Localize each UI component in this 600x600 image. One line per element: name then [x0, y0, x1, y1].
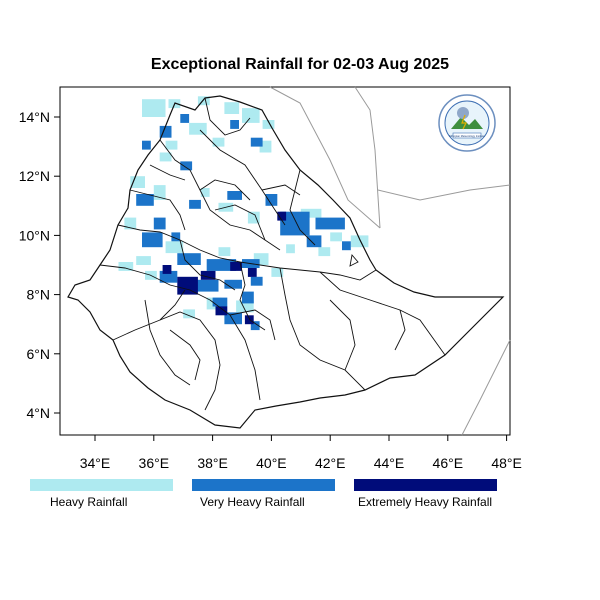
lon-tick-label: 42°E — [315, 455, 346, 471]
lon-tick-label: 44°E — [374, 455, 405, 471]
neighbor-borders — [269, 86, 511, 436]
legend-swatch — [354, 479, 497, 491]
rainfall-cell-very-heavy — [342, 241, 351, 251]
lat-tick-label: 14°N — [19, 109, 50, 125]
rainfall-cell-very-heavy — [180, 114, 190, 123]
rainfall-cell-very-heavy — [212, 297, 228, 307]
lon-tick-label: 48°E — [491, 455, 522, 471]
lon-tick-label: 46°E — [433, 455, 464, 471]
rainfall-cell-very-heavy — [142, 232, 163, 248]
legend-label: Extremely Heavy Rainfall — [358, 495, 493, 509]
rainfall-cell-heavy — [165, 140, 178, 150]
rainfall-cell-heavy — [200, 188, 210, 197]
rainfall-cell-heavy — [318, 247, 331, 257]
rainfall-cell-heavy — [136, 256, 151, 265]
regional-borders — [99, 97, 446, 411]
rainfall-cell-heavy — [271, 268, 284, 277]
rainfall-cell-extreme — [244, 315, 254, 325]
ethiopia-border — [67, 95, 505, 429]
rainfall-cell-very-heavy — [250, 276, 263, 286]
lon-tick-label: 40°E — [256, 455, 287, 471]
rainfall-cell-heavy — [236, 300, 254, 313]
lat-tick-label: 10°N — [19, 227, 50, 243]
rainfall-cell-very-heavy — [159, 125, 172, 138]
legend-swatch — [30, 479, 173, 491]
rainfall-cell-very-heavy — [195, 279, 219, 292]
rainfall-cell-heavy — [350, 235, 369, 248]
rainfall-cell-heavy — [130, 176, 145, 188]
rainfall-cell-very-heavy — [206, 259, 237, 271]
rainfall-cell-heavy — [224, 102, 240, 114]
rainfall-cell-heavy — [124, 217, 137, 230]
legend-swatch — [192, 479, 335, 491]
rainfall-cell-heavy — [197, 96, 210, 106]
rainfall-cell-very-heavy — [189, 199, 201, 209]
logo: Ethiopian Meteorology Institute — [438, 94, 496, 152]
rainfall-cell-very-heavy — [230, 120, 239, 129]
rainfall-cell-very-heavy — [250, 137, 263, 147]
rainfall-cell-heavy — [159, 152, 172, 162]
rainfall-cell-very-heavy — [136, 194, 154, 206]
rainfall-cell-heavy — [153, 185, 166, 200]
rainfall-cell-very-heavy — [242, 291, 254, 304]
rainfall-cell-heavy — [165, 241, 184, 254]
lon-tick-label: 38°E — [197, 455, 228, 471]
lat-tick-label: 8°N — [27, 287, 51, 303]
logo-text: Ethiopian Meteorology Institute — [449, 134, 485, 138]
rainfall-cell-very-heavy — [224, 312, 242, 325]
rainfall-cell-very-heavy — [227, 191, 242, 200]
rainfall-cell-heavy — [142, 99, 166, 117]
rainfall-cell-very-heavy — [153, 217, 166, 230]
map-frame — [59, 86, 511, 436]
rainfall-cell-very-heavy — [315, 217, 345, 230]
rainfall-cell-heavy — [253, 253, 269, 265]
rainfall-cell-very-heavy — [180, 161, 193, 171]
lon-axis: 34°E 36°E 38°E 40°E 42°E 44°E 46°E 48°E — [80, 435, 522, 471]
rainfall-cell-heavy — [262, 120, 275, 129]
rainfall-cell-heavy — [259, 140, 272, 153]
lon-tick-label: 34°E — [80, 455, 111, 471]
rainfall-cell-very-heavy — [224, 279, 242, 289]
rainfall-cell-heavy — [212, 137, 225, 147]
rainfall-cell-very-heavy — [265, 194, 278, 206]
rainfall-cell-very-heavy — [306, 235, 322, 248]
rainfall-cell-heavy — [330, 232, 342, 242]
lon-tick-label: 36°E — [139, 455, 170, 471]
rainfall-cell-extreme — [215, 306, 228, 316]
rainfall-cell-heavy — [118, 262, 134, 271]
map-title: Exceptional Rainfall for 02-03 Aug 2025 — [150, 56, 450, 73]
rainfall-cell-heavy — [247, 211, 260, 224]
rainfall-cell-heavy — [286, 244, 295, 254]
rainfall-cell-very-heavy — [171, 232, 181, 242]
rainfall-cell-heavy — [183, 309, 195, 319]
rainfall-cell-heavy — [242, 108, 260, 123]
rainfall-cell-extreme — [162, 265, 172, 274]
lat-tick-label: 6°N — [27, 346, 51, 362]
rainfall-cell-extreme — [277, 211, 287, 221]
rainfall-cell-very-heavy — [177, 253, 201, 265]
lat-tick-label: 4°N — [27, 405, 51, 421]
rainfall-cell-extreme — [247, 268, 257, 277]
rainfall-cell-heavy — [218, 247, 231, 257]
lat-axis: 4°N 6°N 8°N 10°N 12°N 14°N — [19, 109, 60, 421]
rainfall-cell-very-heavy — [142, 140, 151, 150]
rainfall-cell-very-heavy — [159, 270, 178, 283]
rainfall-cell-very-heavy — [280, 211, 310, 236]
rainfall-cell-very-heavy — [250, 321, 260, 331]
rainfall-cell-extreme — [177, 276, 198, 295]
rainfall-cell-heavy — [300, 208, 322, 218]
rainfall-cell-heavy — [189, 122, 207, 135]
lat-tick-label: 12°N — [19, 168, 50, 184]
rainfall-cell-extreme — [200, 270, 216, 280]
rainfall-cell-extreme — [230, 262, 242, 271]
legend-label: Very Heavy Rainfall — [200, 495, 305, 509]
legend-label: Heavy Rainfall — [50, 495, 128, 509]
